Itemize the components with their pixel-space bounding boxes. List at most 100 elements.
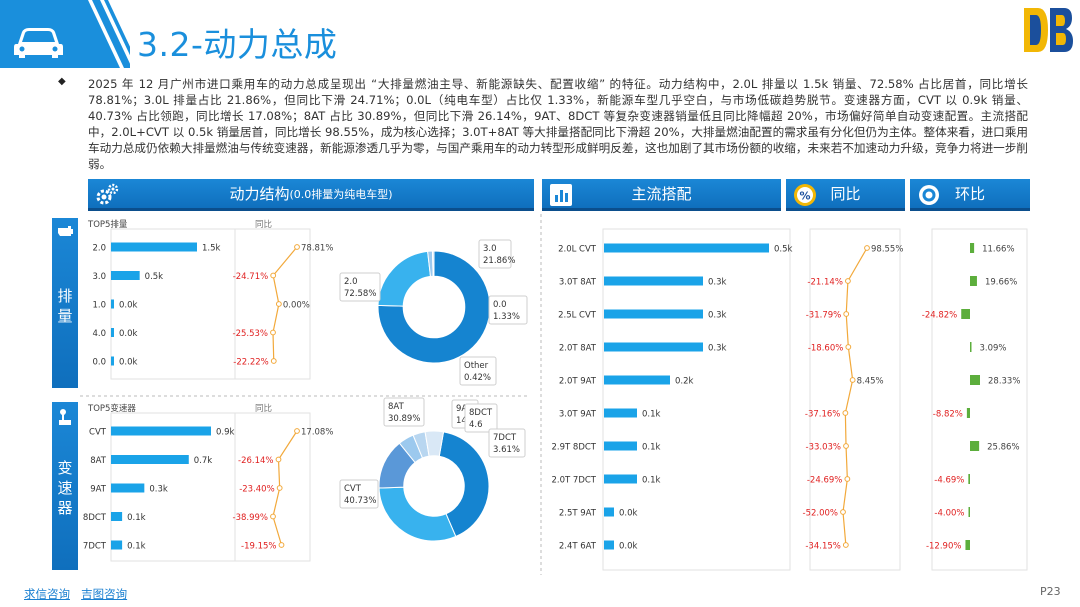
pie-label-box [339,272,381,302]
mom-bar [970,441,980,451]
bar-value-label: 0.1k [642,443,661,453]
pie-category-label: 3.0 [483,244,497,254]
yoy-point [843,443,849,449]
tick-label: 0.0 [92,358,106,368]
page-title: 3.2-动力总成 [137,25,338,64]
combo-mom-frame [931,228,1028,571]
yoy-point [294,428,300,434]
mom-bar [968,474,970,484]
chart-subtitle: TOP5变速器 [87,403,136,414]
bar [111,242,197,252]
tick-label: 8AT [90,456,107,466]
yoy-point [270,272,277,279]
footer-link-qiuxin[interactable]: 求信咨询 [24,587,70,601]
bar [111,426,211,436]
tick-label: 9AT [90,485,107,495]
pie-value-label: 4.6 [469,420,483,430]
mom-label: -4.69% [934,476,964,486]
pie-category-label: 9AT [456,404,473,414]
pie-value-label: 21.86% [483,256,515,266]
mom-label: 25.86% [987,443,1019,453]
header-mainstream: 主流搭配 [542,179,781,211]
tick-label: 2.0L CVT [558,245,597,255]
mom-bar [968,507,970,517]
tick-label: 2.0T 9AT [559,377,597,387]
tick-label: 3.0T 9AT [559,410,597,420]
bar-value-label: 0.1k [127,513,146,523]
mom-bar [970,243,975,253]
yoy-label: -26.14% [238,456,273,466]
bar-value-label: 0.0k [619,542,638,552]
pie-label-box [339,479,379,509]
yoy-label: 17.08% [301,428,333,438]
bar-value-label: 0.0k [119,329,138,339]
header-mainstream-label: 主流搭配 [631,185,692,203]
yoy-point [270,358,277,364]
pie-value-label: 72.58% [344,289,376,299]
gears-icon [96,183,119,205]
bar-value-label: 0.0k [119,301,138,311]
header-mom: 环比 [910,179,1030,211]
yoy-panel-frame [234,412,311,562]
yoy-point [840,509,846,515]
combo-yoy-frame [809,228,901,571]
bar [604,441,637,451]
yoy-point [845,344,852,350]
footer-link-jitu[interactable]: 吉图咨询 [81,587,128,601]
tick-label: 8DCT [83,513,107,523]
chart-subtitle: TOP5排量 [87,219,128,230]
header-structure-label: 动力结构 [229,185,290,203]
bar [604,309,703,319]
bar-value-label: 0.5k [774,245,793,255]
bar [111,512,123,521]
pie-label-box [488,295,528,325]
mom-label: 28.33% [988,377,1020,387]
bar-value-label: 0.2k [675,377,694,387]
bar [111,483,145,493]
percent-icon: % [794,184,816,206]
tick-label: 2.9T 8DCT [552,443,597,453]
combo-bar-frame [602,228,791,571]
yoy-label: -24.71% [233,272,268,282]
summary-text: 2025 年 12 月广州市进口乘用车的动力总成呈现出 “大排量燃油主导、新能源… [88,77,1028,171]
yoy-point [842,410,849,416]
header-structure-note: (0.0排量为纯电车型) [289,187,393,201]
pie-value-label: 3.61% [493,445,520,455]
bar-value-label: 0.3k [708,344,727,354]
mom-bar [970,375,980,385]
pie-slice [431,250,435,277]
pie-label-box [383,397,425,427]
tick-label: 2.5T 9AT [559,509,597,519]
tick-label: 2.4T 6AT [559,542,597,552]
yoy-label: 98.55% [871,245,903,255]
yoy-panel-frame [234,228,311,380]
yoy-subtitle: 同比 [255,219,272,230]
tick-label: 1.0 [92,301,106,311]
pie-slice [424,430,445,457]
pie-value-label: 40.73% [344,496,376,506]
yoy-point [843,311,850,317]
bar-value-label: 0.1k [127,542,146,552]
yoy-label: -52.00% [803,509,838,519]
bar [111,271,140,280]
side-tab-transmission: 变 速 器 [52,402,78,570]
side-tab-displacement-char-1: 排 [57,287,73,305]
yoy-label: 78.81% [301,244,333,254]
engine-icon [58,226,73,236]
bar-value-label: 0.3k [149,485,168,495]
bar-value-label: 0.3k [708,278,727,288]
bar [604,276,703,286]
mom-label: 11.66% [982,245,1014,255]
yoy-label: -22.22% [233,358,268,368]
mom-label: -4.00% [934,509,964,519]
bar-value-label: 0.3k [708,311,727,321]
yoy-label: -18.60% [808,344,843,354]
target-icon [919,185,939,205]
pie-slice [378,486,457,542]
header-yoy-label: 同比 [830,185,861,203]
header-structure: 动力结构 (0.0排量为纯电车型) [88,179,534,211]
tick-label: 2.5L CVT [558,311,597,321]
yoy-label: -38.99% [233,513,268,523]
bar-value-label: 0.1k [642,476,661,486]
tick-label: CVT [89,428,107,438]
